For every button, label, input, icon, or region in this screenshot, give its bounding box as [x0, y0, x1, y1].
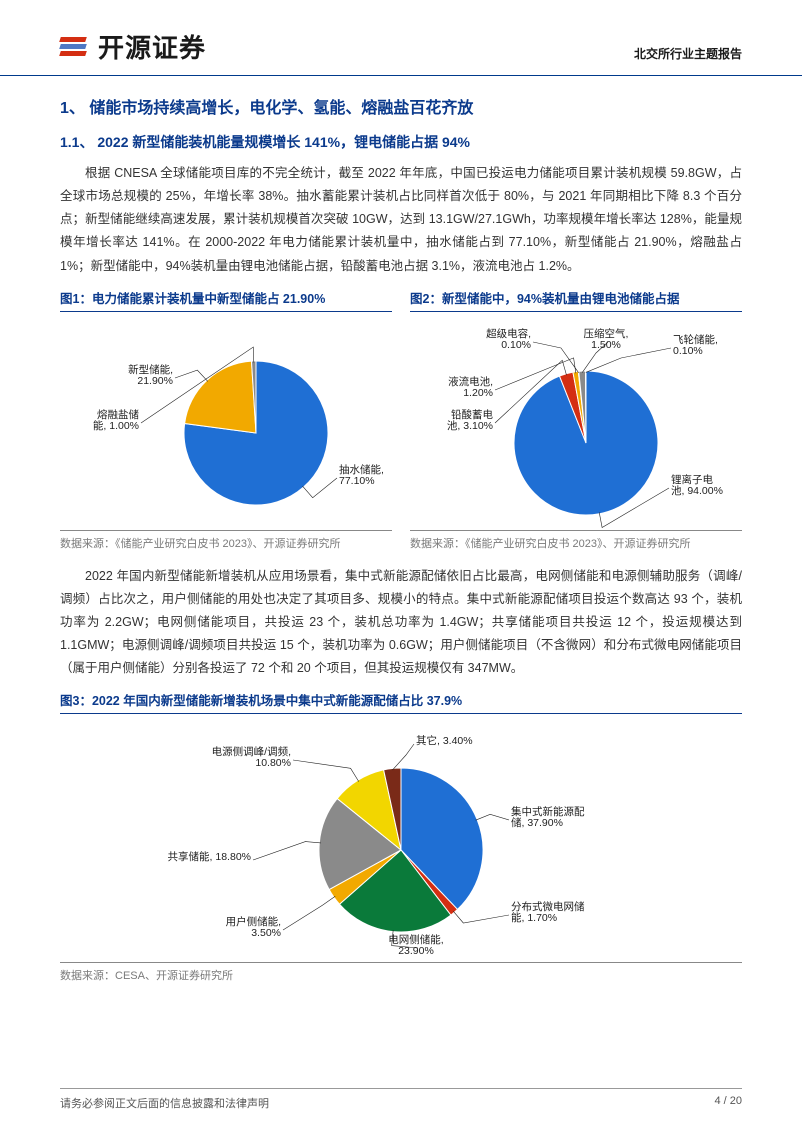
pie-label: 液流电池,1.20%: [448, 375, 493, 399]
chart-1-title: 图1：电力储能累计装机量中新型储能占 21.90%: [60, 288, 392, 312]
pie-label: 抽水储能,77.10%: [339, 463, 384, 487]
paragraph-1: 根据 CNESA 全球储能项目库的不完全统计，截至 2022 年年底，中国已投运…: [60, 162, 742, 278]
pie-label: 电网侧储能,23.90%: [388, 933, 443, 957]
chart-1-source: 数据来源：《储能产业研究白皮书 2023》、开源证券研究所: [60, 530, 392, 551]
pie-label: 分布式微电网储能, 1.70%: [511, 900, 585, 924]
page-footer: 请务必参阅正文后面的信息披露和法律声明 4 / 20: [60, 1088, 742, 1111]
chart-3-source: 数据来源：CESA、开源证券研究所: [60, 962, 742, 983]
pie-label: 熔融盐储能, 1.00%: [93, 408, 140, 432]
doc-type-label: 北交所行业主题报告: [634, 45, 742, 62]
pie-slice: [185, 361, 256, 433]
chart-2-title: 图2：新型储能中，94%装机量由锂电池储能占据: [410, 288, 742, 312]
pie-label: 铅酸蓄电池, 3.10%: [447, 408, 494, 432]
footer-disclaimer: 请务必参阅正文后面的信息披露和法律声明: [60, 1095, 269, 1111]
company-name: 开源证券: [98, 28, 206, 65]
pie-label: 飞轮储能,0.10%: [673, 333, 718, 357]
logo-icon: [60, 32, 90, 62]
chart-3-area: 集中式新能源配储, 37.90% 分布式微电网储能, 1.70% 电网侧储能,23.…: [60, 720, 742, 960]
section-heading-1-1: 1.1、 2022 新型储能装机能量规模增长 141%，锂电储能占据 94%: [60, 132, 742, 152]
pie-label: 共享储能, 18.80%: [168, 850, 251, 863]
charts-row-1: 图1：电力储能累计装机量中新型储能占 21.90% 抽水储能,77.10% 新型储…: [60, 288, 742, 551]
pie-label: 锂离子电池, 94.00%: [671, 473, 723, 497]
chart-3-title: 图3：2022 年国内新型储能新增装机场景中集中式新能源配储占比 37.9%: [60, 690, 742, 714]
chart-2-source: 数据来源：《储能产业研究白皮书 2023》、开源证券研究所: [410, 530, 742, 551]
page-header: 开源证券 北交所行业主题报告: [0, 0, 802, 76]
pie-label: 用户侧储能,3.50%: [226, 915, 281, 939]
footer-page-number: 4 / 20: [714, 1095, 742, 1111]
pie-label: 超级电容,0.10%: [486, 327, 531, 351]
paragraph-2: 2022 年国内新型储能新增装机从应用场景看，集中式新能源配储依旧占比最高，电网…: [60, 565, 742, 681]
pie-label: 新型储能,21.90%: [128, 363, 173, 387]
pie-label: 压缩空气,1.50%: [584, 327, 629, 351]
chart-1-box: 图1：电力储能累计装机量中新型储能占 21.90% 抽水储能,77.10% 新型储…: [60, 288, 392, 551]
page-content: 1、 储能市场持续高增长，电化学、氢能、熔融盐百花齐放 1.1、 2022 新型…: [0, 76, 802, 983]
chart-2-area: 锂离子电池, 94.00% 铅酸蓄电池, 3.10% 液流电池,1.20% 超级电容,…: [410, 318, 742, 528]
section-heading-1: 1、 储能市场持续高增长，电化学、氢能、熔融盐百花齐放: [60, 94, 742, 118]
pie-label: 其它, 3.40%: [416, 734, 473, 747]
chart-3-box: 图3：2022 年国内新型储能新增装机场景中集中式新能源配储占比 37.9% 集…: [60, 690, 742, 983]
pie-label: 电源侧调峰/调频,10.80%: [212, 745, 291, 769]
chart-1-area: 抽水储能,77.10% 新型储能,21.90% 熔融盐储能, 1.00%: [60, 318, 392, 528]
company-logo: 开源证券: [60, 28, 206, 65]
chart-2-box: 图2：新型储能中，94%装机量由锂电池储能占据 锂离子电池, 94.00% 铅酸蓄…: [410, 288, 742, 551]
pie-label: 集中式新能源配储, 37.90%: [511, 805, 585, 829]
